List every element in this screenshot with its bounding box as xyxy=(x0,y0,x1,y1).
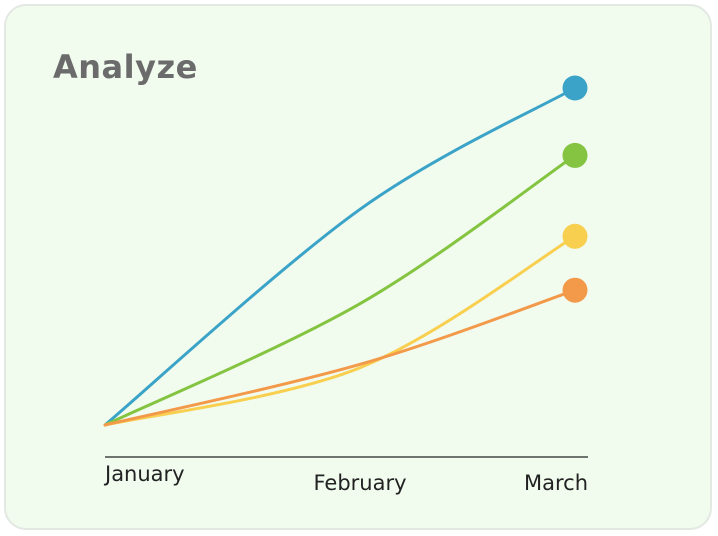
series-end-point-1 xyxy=(562,75,588,101)
marker-layer xyxy=(562,75,588,303)
series-end-point-3 xyxy=(562,223,588,249)
series-end-point-2 xyxy=(562,142,588,168)
x-tick-label-march: March xyxy=(524,471,588,495)
x-tick-label-february: February xyxy=(313,471,406,495)
chart-title: Analyze xyxy=(53,48,198,86)
series-layer xyxy=(103,86,577,427)
series-line-3 xyxy=(103,234,577,427)
chart-card: Analyze xyxy=(4,4,712,530)
series-end-point-4 xyxy=(562,277,588,303)
x-tick-label-january: January xyxy=(103,462,185,486)
series-line-1 xyxy=(103,86,577,427)
series-line-4 xyxy=(103,288,577,427)
series-line-2 xyxy=(103,153,577,427)
